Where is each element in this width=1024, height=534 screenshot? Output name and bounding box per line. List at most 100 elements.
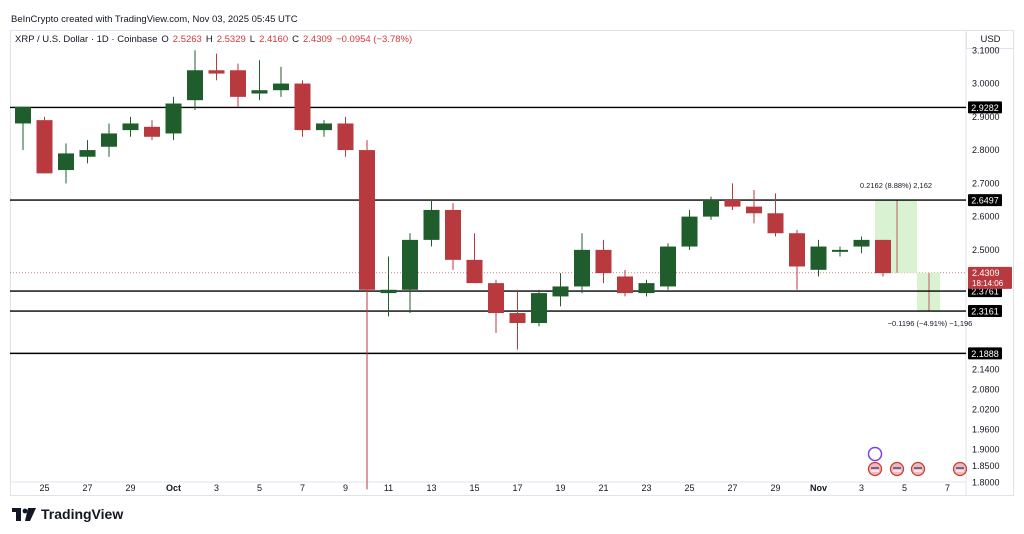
x-tick-label: 21 [598, 483, 608, 493]
y-tick-label: 2.7000 [972, 178, 1000, 188]
y-tick-label: 1.9600 [972, 424, 1000, 434]
level-price-label: 2.3761 [971, 287, 999, 297]
candle-body [122, 123, 139, 131]
legend-change-value: −0.0954 (−3.78%) [336, 34, 413, 45]
legend-low-value: 2.4160 [259, 34, 289, 45]
x-tick-label: 25 [39, 483, 49, 493]
x-tick-label: 19 [555, 483, 565, 493]
y-tick-label: 2.5000 [972, 245, 1000, 255]
y-tick-label: 2.1400 [972, 365, 1000, 375]
candle-body [101, 133, 117, 147]
candle-body [509, 313, 526, 324]
chart-frame [10, 30, 1014, 496]
current-price-tag [968, 266, 1012, 289]
x-tick-label: Oct [166, 483, 181, 493]
level-price-label: 2.1888 [971, 349, 999, 359]
candle-body [724, 199, 741, 207]
flag-icon [867, 461, 883, 477]
candle-body [251, 90, 268, 94]
candle-body [552, 286, 569, 297]
legend-open-value: 2.5263 [172, 34, 202, 45]
candle-body [832, 249, 848, 252]
y-tick-label: 3.1000 [972, 45, 1000, 55]
level-price-label: 2.9282 [971, 103, 999, 113]
x-tick-label: 29 [125, 483, 135, 493]
candle-body [15, 106, 31, 124]
x-tick-label: 7 [945, 483, 950, 493]
candle-body [660, 246, 676, 287]
y-tick-label: 3.0000 [972, 79, 1000, 89]
y-tick-label: 2.8000 [972, 145, 1000, 155]
y-tick-label: 1.8500 [972, 461, 1000, 471]
candle-body [294, 83, 311, 131]
attribution-text: BeInCrypto created with TradingView.com,… [11, 14, 298, 25]
candle-body [144, 126, 160, 137]
candle-body [402, 239, 418, 290]
measure-up-label: 0.2162 (8.88%) 2,162 [860, 181, 932, 190]
x-tick-label: 25 [684, 483, 694, 493]
candle-body [595, 249, 612, 274]
legend-high-value: 2.5329 [216, 34, 246, 45]
y-tick-label: 2.0200 [972, 405, 1000, 415]
level-price-tag [968, 194, 1002, 207]
tradingview-wordmark: TradingView [41, 506, 124, 522]
candle-body [208, 70, 225, 74]
y-tick-label: 2.0800 [972, 385, 1000, 395]
y-tick-label: 1.8000 [972, 478, 1000, 488]
candle-body [681, 216, 698, 247]
candle-body [230, 70, 246, 97]
candle-body [337, 123, 354, 151]
candle-body [359, 150, 375, 290]
candle-body [810, 246, 827, 270]
x-tick-label: 7 [300, 483, 305, 493]
candle-body [617, 276, 633, 294]
candle-body [789, 233, 805, 267]
candle-body [574, 249, 590, 287]
symbol-legend: XRP / U.S. Dollar · 1D · Coinbase O 2.526… [15, 34, 412, 45]
x-tick-label: 5 [257, 483, 262, 493]
candle-body [273, 83, 289, 91]
candle-body [58, 153, 74, 171]
candle-body [488, 283, 504, 314]
y-tick-label: 2.6000 [972, 212, 1000, 222]
candle-body [466, 259, 483, 284]
candle-body [531, 293, 547, 324]
legend-low-key: L [249, 34, 256, 45]
x-tick-label: 11 [384, 483, 393, 493]
candle-body [187, 70, 203, 101]
x-tick-label: 27 [82, 483, 92, 493]
measure-down-zone [917, 272, 940, 312]
level-price-tag [968, 101, 1002, 114]
tradingview-logo: TradingView [12, 506, 123, 522]
legend-close-value: 2.4309 [303, 34, 333, 45]
legend-high-key: H [205, 34, 213, 45]
candle-body [165, 103, 182, 134]
symbol-name[interactable]: XRP / U.S. Dollar · 1D · Coinbase [15, 34, 158, 45]
x-tick-label: 9 [343, 483, 348, 493]
legend-close-key: C [292, 34, 299, 45]
candle-body [767, 213, 784, 234]
candle-body [703, 199, 719, 217]
x-tick-label: 5 [902, 483, 907, 493]
level-price-tag [968, 347, 1002, 360]
candle-body [316, 123, 332, 131]
legend-open-key: O [161, 34, 169, 45]
candle-body [853, 239, 870, 247]
x-tick-label: 17 [512, 483, 522, 493]
y-tick-label: 2.9000 [972, 112, 1000, 122]
flag-icon [952, 461, 968, 477]
measure-down-label: −0.1196 (−4.91%) −1,196 [888, 319, 973, 328]
event-icon [867, 446, 883, 462]
level-price-label: 2.3161 [971, 307, 999, 317]
candle-body [380, 289, 397, 294]
candle-body [746, 206, 762, 214]
current-price-label: 2.4309 [972, 268, 1000, 278]
candle-body [875, 239, 891, 274]
flag-icon [910, 461, 926, 477]
x-tick-label: 27 [727, 483, 737, 493]
x-tick-label: 3 [859, 483, 864, 493]
x-tick-label: 3 [214, 483, 219, 493]
level-price-tag [968, 305, 1002, 318]
y-tick-label: 1.9000 [972, 444, 1000, 454]
